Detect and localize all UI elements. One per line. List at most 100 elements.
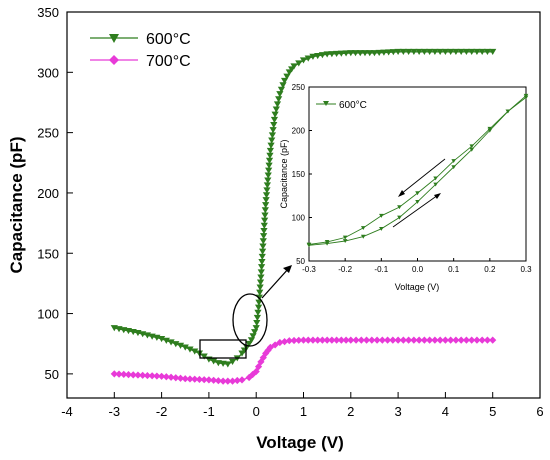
main-series-1-point (462, 336, 471, 344)
main-series-1-point (245, 373, 253, 382)
main-series-0-point (253, 320, 261, 327)
main-series-0-point (337, 50, 345, 57)
main-series-0-point (262, 202, 270, 209)
main-series-0-point (473, 48, 481, 56)
inset-series-0-point (379, 226, 384, 231)
main-series-0-point (275, 96, 283, 103)
inset-series-0-point (433, 182, 438, 187)
inset-series-1-point (433, 176, 438, 181)
main-x-tick-label: 3 (394, 404, 401, 419)
main-series-0-point (447, 48, 455, 56)
main-series-0-point (261, 207, 269, 214)
main-series-0-point (410, 48, 418, 56)
main-series-0-point (478, 48, 486, 56)
main-series-1-point (262, 349, 270, 357)
main-series-1-point (420, 336, 428, 344)
main-series-0-point (426, 48, 434, 56)
main-series-0-point (224, 361, 232, 368)
reverse-sweep-arrowhead (398, 190, 405, 197)
main-series-1-point (368, 336, 376, 344)
main-series-0-point (263, 187, 271, 194)
main-series-1-point (228, 377, 237, 385)
main-series-0-point (268, 132, 277, 139)
main-series-1-point (148, 372, 156, 380)
main-series-0-point (462, 48, 471, 56)
main-series-0-point (436, 48, 444, 56)
main-y-tick-label: 300 (37, 65, 59, 80)
main-y-tick-label: 350 (37, 5, 59, 20)
main-series-0-point (405, 48, 413, 56)
main-x-tick-label: 4 (442, 404, 449, 419)
main-series-1-point (295, 336, 303, 344)
main-series-0-point (351, 50, 360, 57)
inset-series-0-point (415, 200, 420, 204)
main-series (110, 48, 497, 385)
main-series-1-point (139, 371, 147, 379)
inset-y-axis-label: Capacitance (pF) (279, 139, 289, 208)
main-series-1-point (304, 336, 312, 344)
main-series-0-point (366, 50, 374, 57)
main-series-1-point (357, 336, 365, 344)
main-series-0-point (261, 217, 269, 224)
reverse-sweep-arrow (400, 158, 446, 195)
main-series-0-point (266, 147, 274, 154)
main-series-1-point (224, 377, 232, 385)
main-series-1-point (342, 336, 350, 344)
main-series-0-point (259, 238, 267, 245)
legend-marker-600 (109, 34, 119, 43)
inset-series-1-point (379, 213, 384, 218)
inset-series-1-point (306, 242, 312, 247)
main-series-1-point (219, 377, 227, 385)
main-series-0-point (258, 253, 266, 260)
main-series-0-point (279, 82, 287, 89)
main-series-0-point (253, 314, 261, 322)
main-series-0-point (304, 55, 312, 62)
main-series-1-point (115, 370, 123, 378)
main-series-0-point (270, 116, 279, 123)
main-series-1-point (309, 336, 317, 344)
main-series-0-point (333, 50, 341, 57)
inset-x-tick-label: -0.2 (338, 265, 352, 274)
main-y-tick-label: 100 (37, 307, 59, 322)
main-series-0-point (186, 346, 194, 353)
main-series-0-point (314, 52, 322, 60)
inset-x-tick-label: 0.3 (520, 265, 532, 274)
main-series-1-point (176, 374, 185, 382)
inset-legend-label: 600°C (339, 100, 367, 111)
main-series-1-point (290, 336, 298, 345)
main-series-1-point (337, 336, 345, 344)
main-series-1-point (249, 370, 257, 379)
main-series-1-point (383, 336, 392, 344)
minimum-highlight-box (199, 339, 247, 359)
main-y-tick-label: 200 (37, 186, 59, 201)
main-series-1-point (252, 367, 260, 376)
main-series-0-point (295, 60, 303, 67)
main-series-0-point (254, 309, 262, 316)
main-series-1-point (405, 336, 413, 344)
main-series-0-point (167, 339, 175, 346)
main-series-1-point (399, 336, 407, 344)
main-series-0-point (280, 77, 289, 84)
main-series-0-point (256, 279, 265, 286)
main-x-axis-label: Voltage (V) (256, 433, 344, 452)
inset-pointer-arrow (261, 267, 290, 299)
main-series-1-point (410, 336, 418, 344)
main-series-1-point (186, 375, 194, 383)
main-series-0-point (257, 274, 265, 281)
main-series-0-point (361, 50, 369, 57)
main-series-0-point (261, 212, 269, 219)
inset-legend: 600°C (316, 100, 367, 111)
main-series-1-point (276, 338, 284, 347)
main-series-0-point (210, 358, 218, 365)
main-series-1-point (415, 336, 423, 344)
main-series-0-point (260, 222, 268, 229)
inset-y-tick-label: 200 (292, 127, 306, 136)
inset-x-tick-label: 0.0 (412, 265, 424, 274)
inset-series-1-point (523, 95, 529, 100)
main-series-1-point (124, 370, 133, 379)
inset-series-0-point (360, 234, 366, 239)
inset-axis-ticks: -0.3 -0.2 -0.1 0.0 0.1 0.2 0.3 50 100 150 200 250 (292, 83, 532, 274)
main-series-1-point (110, 370, 118, 378)
main-series-0-point (277, 86, 286, 93)
inset-series-0-point (451, 165, 456, 170)
